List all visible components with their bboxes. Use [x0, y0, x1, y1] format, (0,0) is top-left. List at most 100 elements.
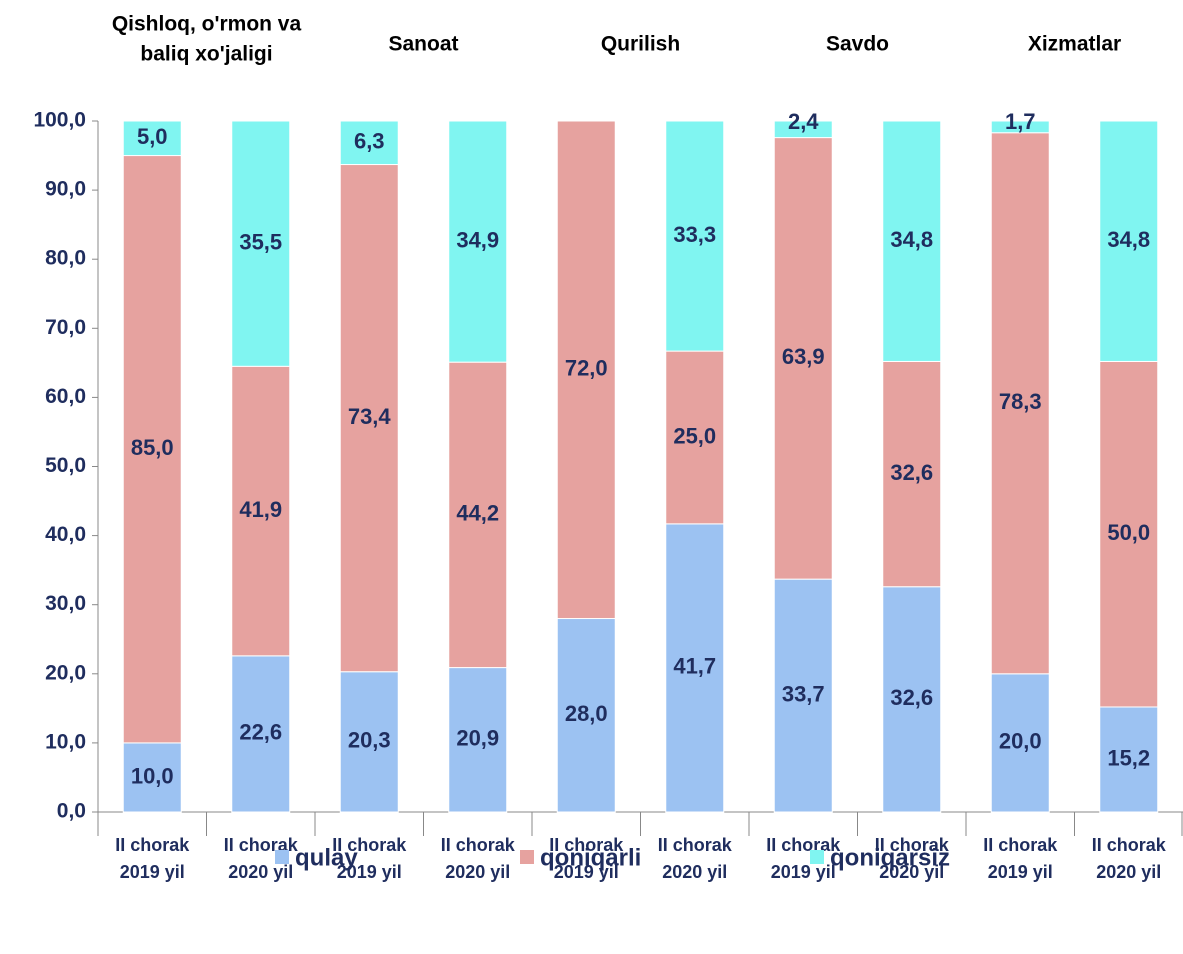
data-label: 34,8: [890, 227, 933, 252]
group-title: Savdo: [826, 33, 889, 56]
bar-segment: [231, 120, 291, 367]
x-tick-label: II chorak: [1092, 835, 1167, 855]
x-tick-label: 2019 yil: [120, 862, 185, 882]
y-tick-label: 60,0: [45, 385, 86, 408]
bar-segment: [882, 120, 942, 362]
x-tick-label: 2020 yil: [228, 862, 293, 882]
bar-segment: [122, 155, 182, 744]
data-label: 34,8: [1107, 227, 1150, 252]
y-tick-label: 30,0: [45, 592, 86, 615]
data-label: 20,9: [456, 726, 499, 751]
bar-segment: [122, 742, 182, 813]
x-tick-label: II chorak: [549, 835, 624, 855]
legend-label: qulay: [295, 844, 358, 871]
group-title: Qurilish: [601, 33, 680, 56]
x-tick-label: II chorak: [983, 835, 1058, 855]
x-tick-label: 2020 yil: [662, 862, 727, 882]
group-title: baliq xo'jaligi: [140, 43, 272, 66]
data-label: 72,0: [565, 356, 608, 381]
data-label: 22,6: [239, 720, 282, 745]
data-label: 20,0: [999, 729, 1042, 754]
x-tick-label: 2020 yil: [445, 862, 510, 882]
group-title: Xizmatlar: [1028, 33, 1121, 56]
y-tick-label: 90,0: [45, 178, 86, 201]
group-title: Qishloq, o'rmon va: [112, 13, 302, 36]
x-tick-label: 2019 yil: [771, 862, 836, 882]
legend-swatch: [275, 850, 289, 864]
legend-label: qoniqarsiz: [830, 844, 950, 871]
bar-segment: [990, 132, 1050, 675]
bar-segment: [882, 586, 942, 813]
data-label: 73,4: [348, 404, 392, 429]
bar-segment: [448, 361, 508, 669]
bar-segment: [556, 120, 616, 620]
bar-segment: [122, 120, 182, 157]
bar-segment: [556, 618, 616, 813]
y-tick-label: 50,0: [45, 454, 86, 477]
legend-label: qoniqarli: [540, 844, 641, 871]
data-label: 25,0: [673, 423, 716, 448]
data-label: 85,0: [131, 435, 174, 460]
x-tick-label: II chorak: [115, 835, 190, 855]
bar-segment: [1099, 120, 1159, 362]
x-tick-label: 2019 yil: [554, 862, 619, 882]
bar-segment: [665, 523, 725, 813]
data-label: 33,7: [782, 681, 825, 706]
data-label: 44,2: [456, 501, 499, 526]
bar-segment: [665, 350, 725, 525]
bar-segment: [990, 673, 1050, 813]
bar-segment: [665, 120, 725, 352]
bar-segment: [339, 120, 399, 166]
legend-swatch: [520, 850, 534, 864]
data-label: 63,9: [782, 344, 825, 369]
group-title: Sanoat: [388, 33, 458, 56]
x-tick-label: 2019 yil: [337, 862, 402, 882]
x-tick-label: 2020 yil: [879, 862, 944, 882]
data-label: 32,6: [890, 460, 933, 485]
x-tick-label: II chorak: [766, 835, 841, 855]
data-label: 41,9: [239, 497, 282, 522]
bar-segment: [773, 578, 833, 813]
data-label: 33,3: [673, 222, 716, 247]
bar-segment: [1099, 360, 1159, 708]
data-label: 1,7: [1005, 109, 1036, 134]
y-tick-label: 20,0: [45, 661, 86, 684]
bar-segment: [231, 365, 291, 657]
y-tick-label: 80,0: [45, 247, 86, 270]
data-label: 34,9: [456, 227, 499, 252]
data-label: 5,0: [137, 124, 168, 149]
y-tick-label: 100,0: [33, 109, 86, 132]
x-tick-label: II chorak: [332, 835, 407, 855]
data-label: 15,2: [1107, 745, 1150, 770]
data-label: 32,6: [890, 685, 933, 710]
bar-segment: [231, 655, 291, 813]
data-label: 6,3: [354, 129, 385, 154]
bar-segment: [339, 671, 399, 813]
x-tick-label: II chorak: [875, 835, 950, 855]
y-tick-label: 40,0: [45, 523, 86, 546]
x-tick-label: II chorak: [224, 835, 299, 855]
y-tick-label: 0,0: [57, 800, 86, 823]
data-label: 2,4: [788, 109, 819, 134]
data-label: 10,0: [131, 763, 174, 788]
x-tick-label: 2020 yil: [1096, 862, 1161, 882]
bar-segment: [1099, 706, 1159, 813]
data-label: 35,5: [239, 229, 282, 254]
bar-segment: [773, 120, 833, 139]
data-label: 50,0: [1107, 520, 1150, 545]
bar-segment: [339, 164, 399, 673]
data-label: 78,3: [999, 389, 1042, 414]
x-tick-label: II chorak: [658, 835, 733, 855]
x-tick-label: II chorak: [441, 835, 516, 855]
legend-swatch: [810, 850, 824, 864]
bar-segment: [990, 120, 1050, 134]
bar-segment: [882, 360, 942, 588]
x-tick-label: 2019 yil: [988, 862, 1053, 882]
y-tick-label: 10,0: [45, 730, 86, 753]
data-label: 20,3: [348, 728, 391, 753]
data-label: 28,0: [565, 701, 608, 726]
y-tick-label: 70,0: [45, 316, 86, 339]
data-label: 41,7: [673, 654, 716, 679]
bar-segment: [448, 667, 508, 813]
